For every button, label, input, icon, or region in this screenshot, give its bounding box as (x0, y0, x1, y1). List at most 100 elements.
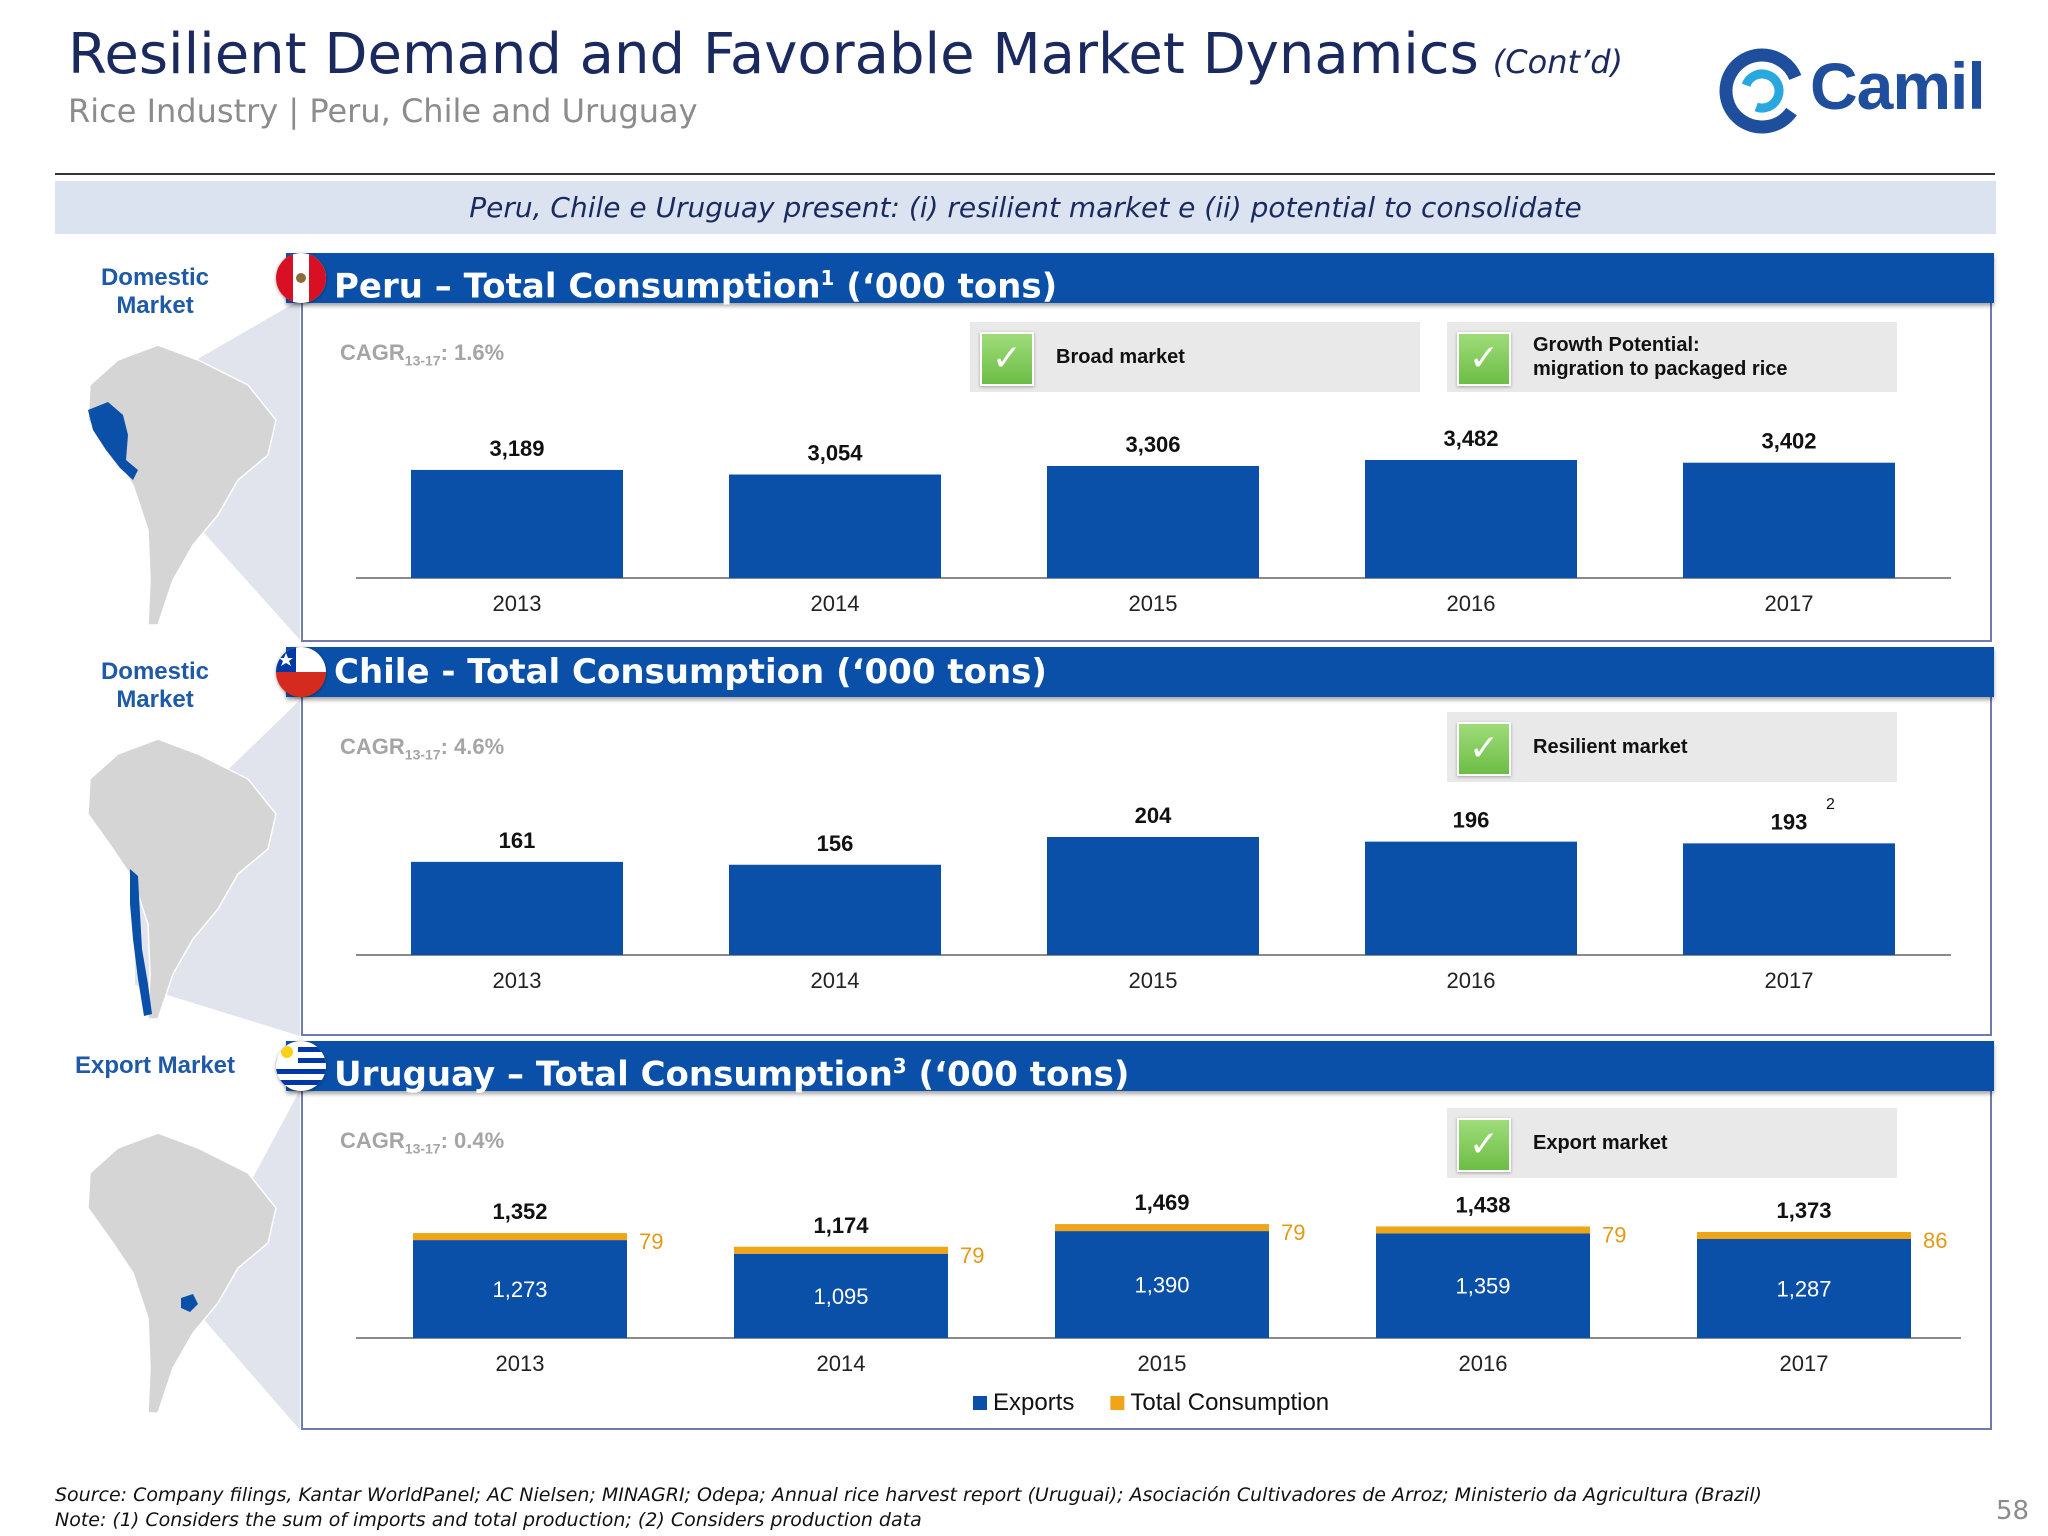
uruguay-cagr-period: 13-17 (404, 1140, 441, 1157)
chile-cagr-period: 13-17 (404, 746, 441, 763)
bar-exports-2013 (413, 1240, 627, 1338)
exports-value-label: 1,273 (492, 1277, 547, 1302)
x-tick-label: 2017 (1780, 1351, 1829, 1376)
uruguay-cagr-label: CAGR (340, 1128, 405, 1153)
x-tick-label: 2016 (1447, 968, 1496, 993)
bar-total-consumption-2017 (1697, 1232, 1911, 1239)
camil-logo: Camil (1718, 42, 1992, 140)
check-icon: ✓ (1457, 722, 1511, 776)
exports-value-label: 1,287 (1776, 1277, 1831, 1302)
peru-title-units: (‘000 tons) (834, 266, 1058, 307)
peru-map (87, 344, 277, 626)
check-icon: ✓ (1457, 332, 1511, 386)
bar-2013 (411, 469, 623, 578)
consumption-value-label: 79 (1602, 1222, 1626, 1247)
south-america-shape (87, 344, 277, 626)
uruguay-callout-export-market-text: Export market (1533, 1132, 1668, 1154)
peru-cagr-value: : 1.6% (440, 340, 505, 365)
legend-label: Total Consumption (1130, 1389, 1329, 1416)
total-value-label: 1,373 (1776, 1198, 1831, 1223)
bar-value-label: 3,189 (489, 436, 544, 461)
peru-callout-broad-market: ✓ Broad market (970, 322, 1420, 392)
uruguay-cagr: CAGR13-17: 0.4% (340, 1128, 504, 1156)
legend-label: Exports (993, 1389, 1074, 1416)
bar-value-label: 204 (1135, 803, 1172, 828)
chile-side-label-line1: Domestic (100, 658, 210, 685)
chile-title-units: (‘000 tons) (824, 652, 1047, 692)
exports-value-label: 1,390 (1134, 1273, 1189, 1298)
peru-header: Peru – Total Consumption1 (‘000 tons) (286, 253, 1994, 307)
x-tick-label: 2014 (811, 591, 860, 616)
consumption-value-label: 79 (1281, 1220, 1305, 1245)
bar-value-label: 3,306 (1125, 432, 1180, 457)
chile-callout-resilient-market: ✓ Resilient market (1447, 712, 1897, 782)
x-tick-label: 2017 (1765, 968, 1814, 993)
bar-value-label: 3,054 (807, 441, 863, 466)
exports-value-label: 1,359 (1455, 1274, 1510, 1299)
peru-callout-growth-potential-text: Growth Potential: migration to packaged r… (1533, 322, 1788, 392)
peru-callout-growth-line2: migration to packaged rice (1533, 358, 1788, 380)
page-number: 58 (1996, 1496, 2030, 1526)
peru-cagr-period: 13-17 (404, 352, 441, 369)
bar-2014 (729, 864, 941, 955)
chile-cagr-value: : 4.6% (440, 734, 505, 759)
peru-title: Peru – Total Consumption (334, 266, 821, 307)
title-text: Resilient Demand and Favorable Market Dy… (68, 22, 1479, 87)
bar-exports-2017 (1697, 1239, 1911, 1338)
chile-chart: 161 2013 156 2014 204 2015 196 2016 193 2017 (356, 803, 1951, 993)
title-suffix: (Cont’d) (1492, 43, 1623, 81)
uruguay-chart: 1,273 79 1,352 2013 1,095 79 1,174 2014 1,390 79 1… (356, 1190, 1961, 1416)
exports-value-label: 1,095 (813, 1284, 868, 1309)
uruguay-side-label: Export Market (74, 1052, 236, 1079)
chile-map (87, 738, 277, 1020)
page-subtitle: Rice Industry | Peru, Chile and Uruguay (68, 92, 698, 130)
check-icon: ✓ (980, 332, 1034, 386)
summary-banner: Peru, Chile e Uruguay present: (i) resil… (55, 181, 1996, 234)
bar-2015 (1047, 465, 1259, 578)
bar-total-consumption-2013 (413, 1233, 627, 1241)
chile-side-label: Domestic Market (70, 658, 240, 714)
bar-value-label: 196 (1453, 808, 1490, 833)
bar-total-consumption-2014 (734, 1246, 948, 1254)
peru-flag-icon (276, 253, 326, 303)
peru-side-label-line1: Domestic (100, 264, 210, 291)
peru-callout-growth-line1: Growth Potential: (1533, 334, 1700, 356)
bar-value-label: 3,482 (1443, 426, 1498, 451)
uruguay-title: Uruguay – Total Consumption (334, 1054, 893, 1095)
bar-2016 (1365, 460, 1577, 578)
chile-highlight (130, 869, 152, 1016)
x-tick-label: 2017 (1765, 591, 1814, 616)
consumption-value-label: 79 (960, 1243, 984, 1268)
total-value-label: 1,438 (1455, 1192, 1510, 1217)
x-tick-label: 2016 (1459, 1351, 1508, 1376)
x-tick-label: 2015 (1129, 968, 1178, 993)
x-tick-label: 2014 (811, 968, 860, 993)
chile-footnote-mark: 2 (1826, 796, 1835, 813)
chile-header: Chile - Total Consumption (‘000 tons) (286, 647, 1994, 697)
peru-cagr-label: CAGR (340, 340, 405, 365)
bar-total-consumption-2015 (1055, 1224, 1269, 1232)
peru-chart: 3,189 2013 3,054 2014 3,306 2015 3,482 2016 3,40… (356, 426, 1951, 616)
consumption-value-label: 79 (639, 1229, 663, 1254)
bar-total-consumption-2016 (1376, 1226, 1590, 1234)
peru-side-label: Domestic Market (70, 264, 240, 320)
x-tick-label: 2016 (1447, 591, 1496, 616)
page-title: Resilient Demand and Favorable Market Dy… (68, 22, 1623, 87)
bar-value-label: 161 (499, 828, 536, 853)
consumption-value-label: 86 (1923, 1228, 1947, 1253)
camil-logo-icon (1719, 48, 1805, 134)
bar-exports-2016 (1376, 1233, 1590, 1338)
uruguay-map (87, 1132, 277, 1414)
uruguay-flag-icon (276, 1041, 326, 1091)
total-value-label: 1,469 (1134, 1190, 1189, 1215)
bar-exports-2014 (734, 1253, 948, 1338)
logo-wordmark: Camil (1810, 49, 1986, 123)
chile-title: Chile - Total Consumption (334, 652, 825, 692)
bar-2013 (411, 861, 623, 955)
bar-2016 (1365, 841, 1577, 955)
peru-footnote-mark: 1 (820, 266, 835, 290)
chile-callout-resilient-market-text: Resilient market (1533, 736, 1688, 758)
source-note: Source: Company filings, Kantar WorldPan… (55, 1484, 1762, 1506)
uruguay-cagr-value: : 0.4% (440, 1128, 505, 1153)
bar-value-label: 156 (817, 831, 854, 856)
